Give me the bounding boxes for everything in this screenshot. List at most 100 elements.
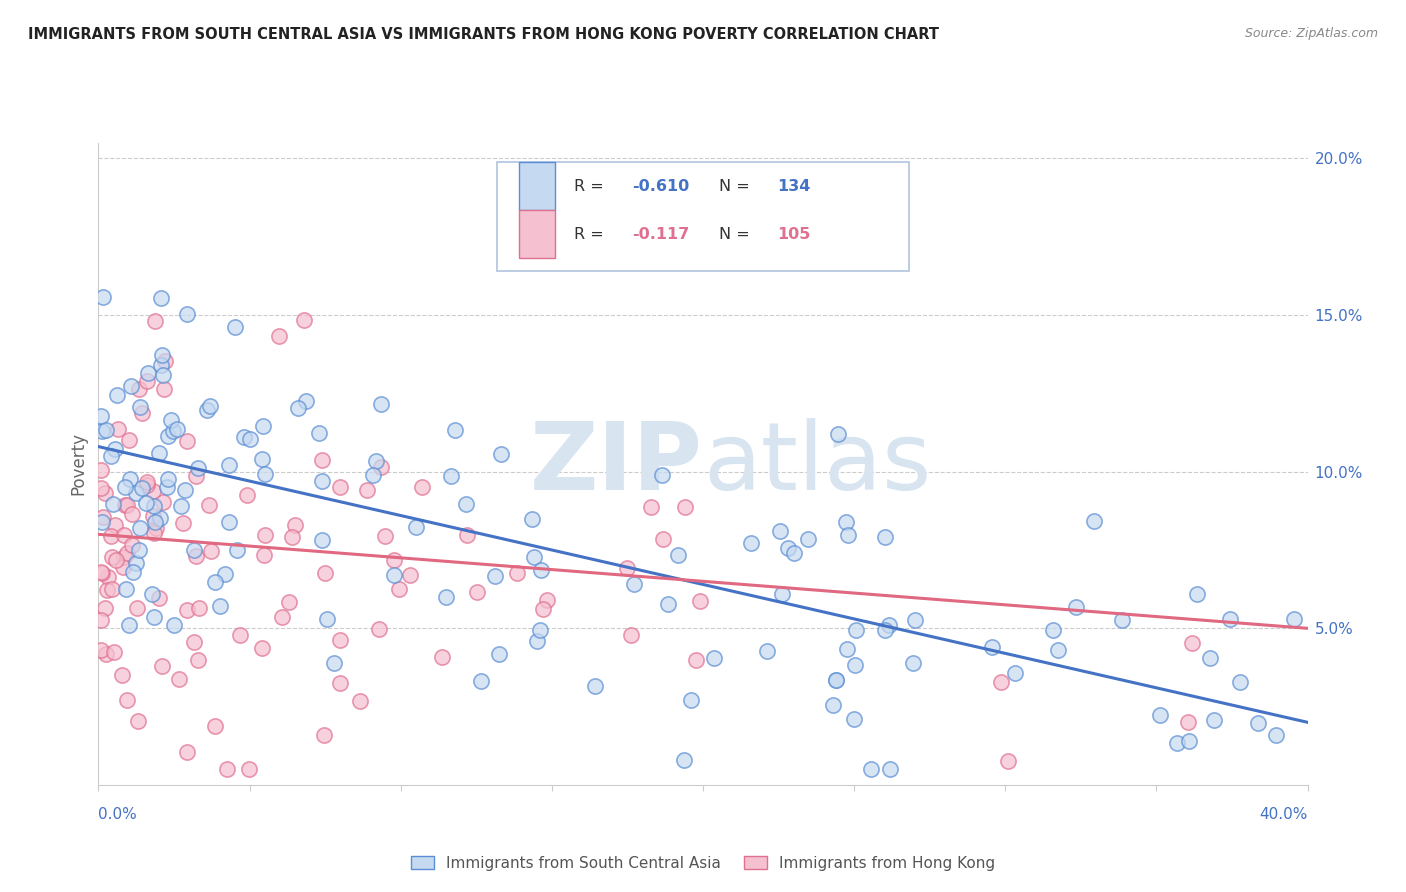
Point: [1047, 642, 1070, 657]
Point: [374, 529, 396, 543]
Point: [152, 368, 174, 383]
Point: [107, 422, 129, 436]
Point: [149, 358, 172, 372]
Point: [115, 546, 138, 560]
Legend: Immigrants from South Central Asia, Immigrants from Hong Kong: Immigrants from South Central Asia, Immi…: [405, 849, 1001, 877]
Point: [522, 512, 544, 526]
Point: [314, 566, 336, 581]
Point: [322, 656, 344, 670]
Point: [159, 412, 181, 426]
Point: [150, 291, 173, 305]
Point: [229, 628, 252, 642]
Point: [214, 566, 236, 581]
Text: -0.117: -0.117: [631, 227, 689, 242]
Point: [96, 423, 118, 437]
Point: [1166, 736, 1188, 750]
Point: [238, 762, 260, 776]
Point: [96, 647, 118, 661]
Point: [904, 613, 927, 627]
Point: [370, 460, 392, 475]
Point: [440, 468, 463, 483]
Point: [776, 541, 799, 555]
Point: [101, 582, 124, 596]
Point: [287, 401, 309, 416]
Point: [118, 618, 141, 632]
Point: [239, 433, 262, 447]
Point: [188, 601, 211, 615]
Point: [91, 425, 114, 439]
Point: [845, 624, 868, 638]
Point: [523, 550, 546, 565]
Point: [204, 719, 226, 733]
Text: Source: ZipAtlas.com: Source: ZipAtlas.com: [1244, 27, 1378, 40]
Point: [531, 602, 554, 616]
Text: R =: R =: [574, 178, 609, 194]
Point: [136, 477, 159, 491]
Point: [367, 622, 389, 636]
Point: [311, 533, 333, 547]
Point: [491, 447, 513, 461]
Y-axis label: Poverty: Poverty: [69, 433, 87, 495]
Point: [254, 527, 277, 541]
Point: [370, 397, 392, 411]
Point: [131, 406, 153, 420]
Point: [103, 645, 125, 659]
Point: [114, 498, 136, 512]
Point: [329, 632, 352, 647]
Point: [1064, 599, 1087, 614]
Point: [997, 754, 1019, 768]
Point: [329, 675, 352, 690]
Point: [454, 497, 477, 511]
Point: [875, 624, 897, 638]
Point: [218, 458, 240, 472]
Point: [176, 434, 198, 448]
Point: [162, 424, 184, 438]
Point: [142, 499, 165, 513]
Point: [114, 528, 136, 542]
Point: [1219, 612, 1241, 626]
Point: [91, 290, 114, 304]
Point: [152, 495, 174, 509]
Point: [145, 521, 167, 535]
Point: [382, 568, 405, 582]
Point: [163, 617, 186, 632]
Point: [184, 468, 207, 483]
Point: [90, 613, 112, 627]
Point: [150, 348, 173, 362]
Point: [114, 582, 136, 597]
Point: [405, 520, 427, 534]
Point: [90, 481, 112, 495]
Point: [277, 595, 299, 609]
Point: [100, 550, 122, 565]
Point: [1004, 665, 1026, 680]
Point: [901, 656, 924, 670]
Point: [349, 694, 371, 708]
Point: [127, 714, 149, 728]
Point: [215, 762, 238, 776]
Point: [96, 582, 118, 597]
Point: [145, 314, 167, 328]
Point: [125, 486, 148, 500]
Text: atlas: atlas: [703, 417, 931, 510]
Point: [1177, 715, 1199, 730]
Point: [827, 427, 849, 442]
Point: [526, 633, 548, 648]
Point: [187, 461, 209, 475]
Point: [990, 675, 1012, 690]
Text: 40.0%: 40.0%: [1260, 807, 1308, 822]
Point: [312, 728, 335, 742]
Point: [859, 762, 882, 776]
Text: 105: 105: [776, 227, 810, 242]
Point: [204, 575, 226, 590]
FancyBboxPatch shape: [498, 162, 908, 271]
Text: -0.610: -0.610: [631, 178, 689, 194]
Point: [136, 374, 159, 388]
Point: [129, 400, 152, 414]
Point: [250, 451, 273, 466]
Point: [782, 546, 804, 560]
Point: [769, 524, 792, 538]
Point: [844, 712, 866, 726]
Point: [176, 602, 198, 616]
Point: [1083, 514, 1105, 528]
Point: [366, 454, 388, 468]
